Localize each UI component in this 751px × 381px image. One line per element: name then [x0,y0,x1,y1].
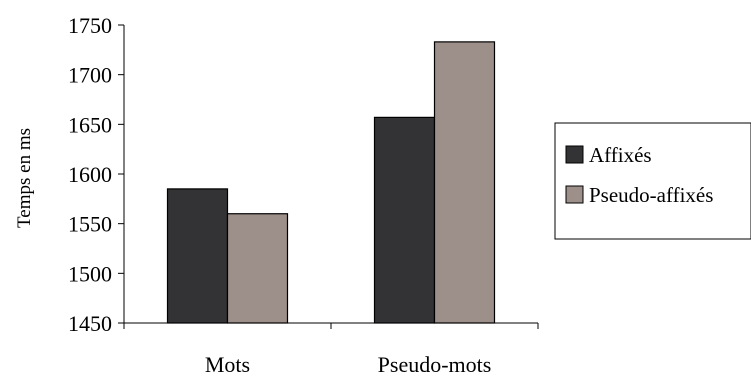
y-tick-label: 1550 [68,212,112,237]
x-axis-ticks [123,323,539,329]
legend: Affixés Pseudo-affixés [554,122,751,240]
bar-pseudo-affixes-mots [226,213,289,324]
x-axis-labels: Mots Pseudo-mots [205,352,492,377]
legend-box [554,122,751,240]
legend-swatch [565,145,584,164]
bars-group [166,41,496,324]
y-axis-title: Temps en ms [14,128,35,228]
bar-affixes-mots [166,188,229,324]
y-tick-label: 1450 [68,311,112,336]
y-tick-label: 1700 [68,63,112,88]
bar-pseudo-affixes-pseudo-mots [433,41,496,324]
x-category-label: Mots [205,352,250,376]
y-axis-ticks: 1450 1500 1550 1600 1650 1700 1750 [68,13,124,336]
bar-affixes-pseudo-mots [373,116,436,324]
legend-label: Pseudo-affixés [589,183,713,207]
y-tick-label: 1600 [68,162,112,187]
y-tick-label: 1750 [68,13,112,38]
y-tick-label: 1650 [68,112,112,137]
x-category-label: Pseudo-mots [378,352,492,376]
legend-label: Affixés [589,143,652,167]
legend-swatch [565,185,584,204]
y-tick-label: 1500 [68,261,112,286]
